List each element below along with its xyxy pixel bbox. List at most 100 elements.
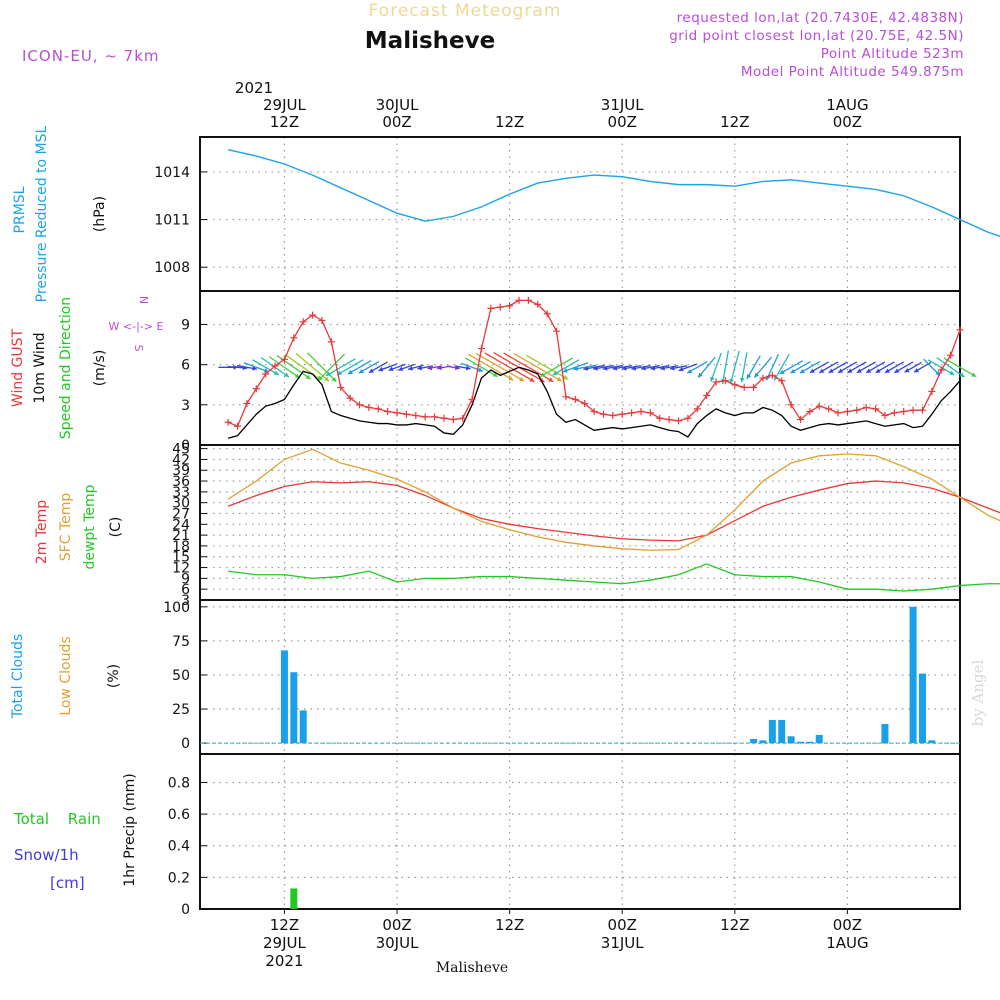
- wind-gust-marker: [815, 402, 823, 410]
- wind-arrow-head: [508, 375, 514, 381]
- top-hour-label: 00Z: [382, 113, 411, 131]
- clouds-panel: 0 25 50 75 100: [163, 599, 961, 755]
- top-date-label: 31JUL: [601, 96, 644, 114]
- pressure-unit: (hPa): [92, 196, 108, 232]
- wind-gust-marker: [309, 311, 317, 319]
- wind-unit: (m/s): [92, 350, 108, 387]
- y-tick-label: 50: [172, 668, 190, 684]
- total-clouds-bar: [806, 741, 814, 744]
- wind-gust-marker: [665, 416, 673, 424]
- wind-title-3: Speed and Direction: [58, 297, 74, 439]
- wind-arrow-shaft: [540, 357, 574, 378]
- wind-gust-marker: [449, 416, 457, 424]
- wind-arrow: [809, 361, 829, 374]
- wind-gust-marker: [356, 401, 364, 409]
- wind-gust-marker: [365, 404, 373, 412]
- precip-title-snow: Snow/1h: [14, 846, 79, 864]
- y-tick-label: 75: [172, 634, 190, 650]
- wind-gust-marker: [318, 316, 326, 324]
- pressure-titles: PRMSL Pressure Reduced to MSL (hPa): [12, 125, 108, 302]
- wind-arrow-shaft: [936, 357, 965, 378]
- wind-gust-marker: [740, 383, 748, 391]
- wind-arrow-head: [478, 367, 483, 373]
- wind-arrow-shaft: [746, 355, 761, 380]
- compass-n: N: [137, 296, 150, 304]
- wind-gust-marker: [234, 422, 242, 430]
- wind-arrow: [640, 365, 660, 371]
- wind-arrow: [461, 362, 484, 373]
- wind-arrow: [347, 360, 372, 375]
- compass-we: W <-|-> E: [109, 320, 164, 333]
- y-tick-label: 36: [172, 474, 190, 490]
- bottom-year-label: 2021: [265, 952, 303, 970]
- wind-arrow: [252, 359, 280, 376]
- bottom-hour-label: 12Z: [270, 916, 299, 934]
- bottom-date-label: 30JUL: [376, 934, 419, 952]
- wind-arrow: [631, 364, 651, 371]
- wind-gust-marker: [393, 409, 401, 417]
- wind-gust-marker: [543, 310, 551, 318]
- temperature-titles: 2m Temp SFC Temp dewpt Temp (C): [34, 484, 124, 569]
- total-clouds-bar: [290, 672, 298, 744]
- wind-gust-marker: [759, 374, 767, 382]
- total-clouds-bar: [909, 606, 917, 744]
- wind-gust-marker: [459, 414, 467, 422]
- wind-arrow: [779, 360, 803, 375]
- wind-arrow: [388, 363, 406, 372]
- wind-gust-marker: [384, 408, 392, 416]
- wind-arrow: [454, 365, 471, 371]
- wind-arrow: [525, 354, 569, 380]
- wind-gust-marker: [947, 351, 955, 359]
- wind-arrow-head: [540, 372, 546, 377]
- wind-arrow: [378, 363, 398, 372]
- wind-arrow-shaft: [562, 362, 589, 373]
- wind-gust-marker: [402, 410, 410, 418]
- wind-arrow: [612, 364, 632, 371]
- wind-arrow-head: [790, 368, 796, 374]
- wind-gust-marker: [834, 409, 842, 417]
- y-tick-label: 1008: [154, 260, 190, 276]
- wind-arrow: [669, 365, 688, 371]
- precip-unit: 1hr Precip (mm): [122, 773, 138, 886]
- wind-arrow: [583, 364, 605, 371]
- wind-arrow-shaft: [721, 350, 730, 385]
- y-tick-label: 0: [181, 736, 190, 752]
- wind-arrow: [475, 352, 525, 382]
- wind-arrow-head: [612, 365, 618, 371]
- y-tick-label: 39: [172, 463, 190, 479]
- wind-arrow: [710, 352, 722, 382]
- wind-arrow-head: [556, 376, 562, 382]
- wind-arrow-head: [593, 366, 598, 371]
- wind-arrow-head: [660, 365, 665, 371]
- wind-arrow-head: [739, 377, 745, 383]
- wind-arrow: [697, 356, 716, 378]
- wind-arrow-head: [819, 368, 825, 373]
- top-date-label: 29JUL: [263, 96, 306, 114]
- wind-gust-marker: [684, 414, 692, 422]
- wind-gust-marker: [872, 405, 880, 413]
- clouds-title-1: Total Clouds: [10, 634, 26, 719]
- wind-arrow: [593, 364, 614, 371]
- wind-arrow-shaft: [503, 352, 554, 383]
- wind-gust-marker: [421, 413, 429, 421]
- bottom-hour-label: 00Z: [382, 916, 411, 934]
- wind-gust-marker: [843, 408, 851, 416]
- total-clouds-bar: [881, 724, 889, 744]
- wind-arrow-head: [799, 368, 805, 374]
- top-hour-label: 00Z: [608, 113, 637, 131]
- wind-arrow-shaft: [740, 352, 748, 383]
- wind-arrow-shaft: [513, 352, 563, 382]
- wind-gust-marker: [337, 383, 345, 391]
- wind-arrow-head: [324, 376, 330, 382]
- wind-gust-marker: [374, 405, 382, 413]
- wind-arrow: [875, 361, 895, 374]
- wind-gust-marker: [675, 417, 683, 425]
- wind-gust-marker: [468, 395, 476, 403]
- wind-arrow-head: [641, 365, 646, 371]
- wind-arrow: [602, 364, 623, 371]
- wind-arrow-head: [669, 365, 675, 371]
- clouds-titles: Total Clouds Low Clouds (%): [10, 634, 122, 719]
- wind-arrow-head: [971, 372, 977, 377]
- point-altitude: Point Altitude 523m: [821, 46, 964, 62]
